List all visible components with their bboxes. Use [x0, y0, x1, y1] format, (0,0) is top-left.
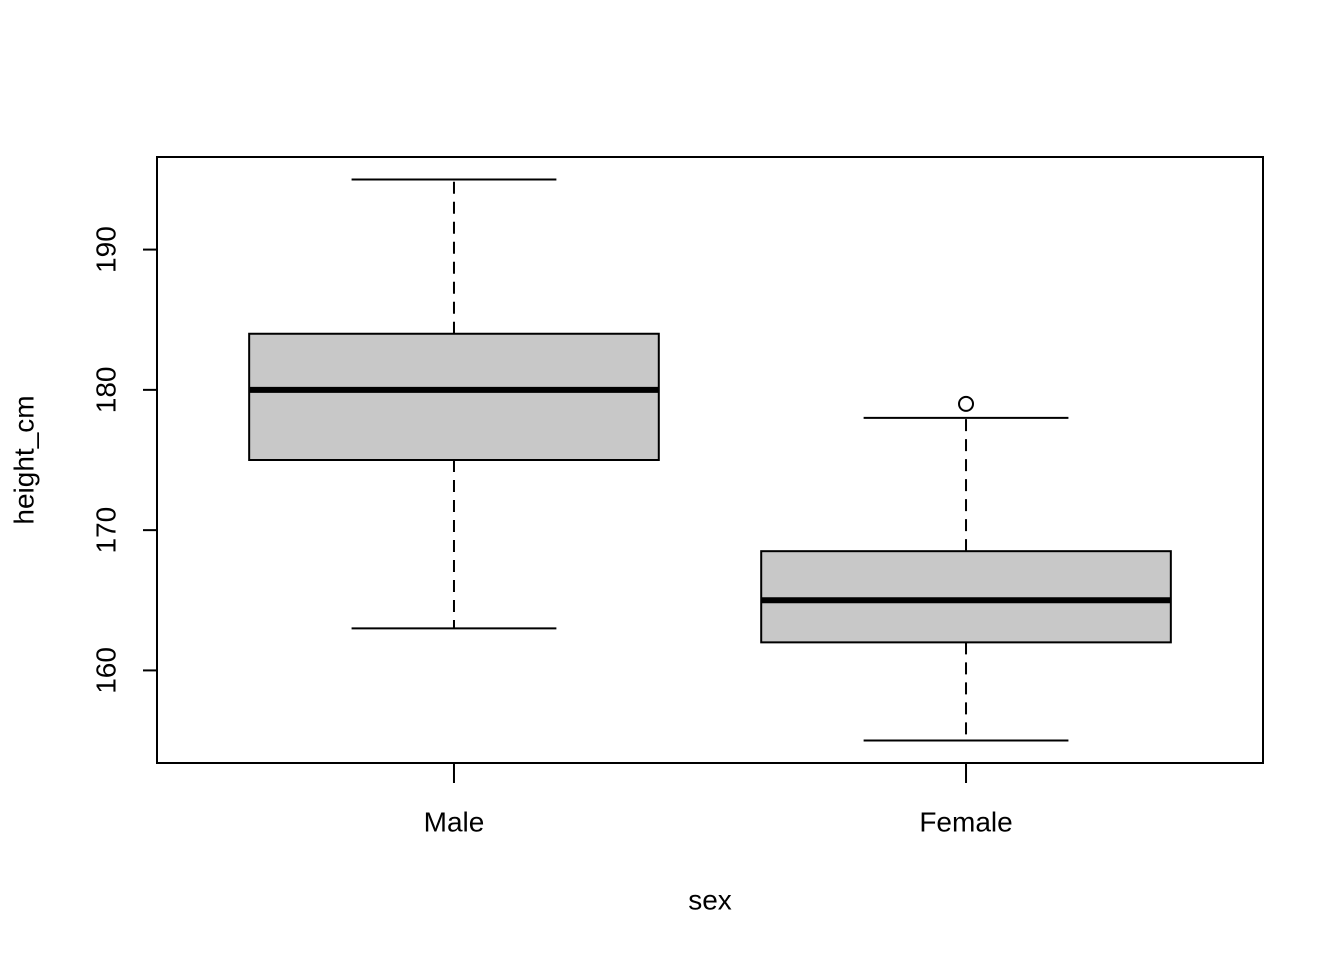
y-tick-label: 190 — [90, 226, 121, 273]
x-axis-label: sex — [688, 884, 732, 915]
outlier — [958, 395, 975, 412]
box — [248, 332, 660, 461]
y-tick-label: 180 — [90, 367, 121, 414]
y-tick-label: 160 — [90, 647, 121, 694]
plot-frame — [156, 156, 1264, 764]
box — [760, 550, 1172, 644]
y-tick-label: 170 — [90, 507, 121, 554]
y-axis-label: height_cm — [8, 395, 39, 524]
x-tick-label: Female — [919, 806, 1012, 837]
x-tick-label: Male — [424, 806, 485, 837]
